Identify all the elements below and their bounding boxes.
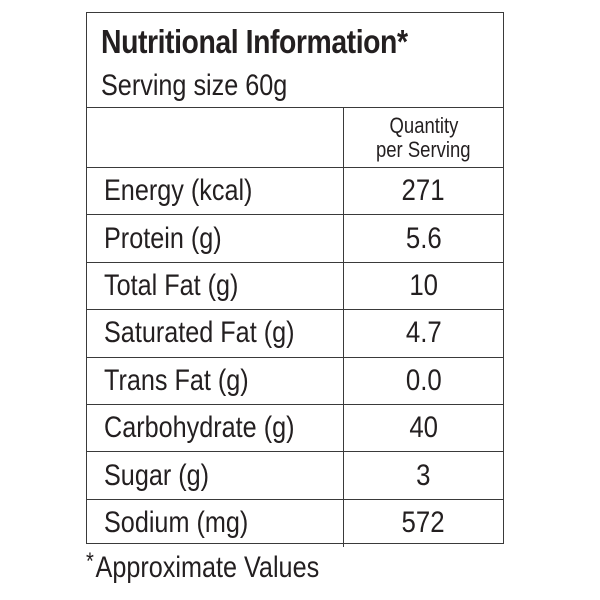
nutrient-value: 10: [409, 268, 438, 302]
nutrient-value-cell: 40: [343, 404, 503, 452]
nutrient-value: 0.0: [405, 363, 442, 397]
column-header-line-2: per Serving: [376, 136, 471, 162]
footnote-asterisk: *: [86, 548, 94, 575]
nutrient-value-cell: 10: [343, 262, 503, 310]
nutrient-value-cell: 3: [343, 452, 503, 499]
nutrient-value-cell: 4.7: [343, 310, 503, 357]
nutrient-label: Carbohydrate (g): [104, 411, 295, 445]
nutrient-label: Trans Fat (g): [104, 363, 249, 397]
nutrient-label: Total Fat (g): [104, 268, 239, 302]
nutrient-table: Energy (kcal) 271 Protein (g) 5.6 Total …: [87, 168, 503, 548]
column-header-line-1: Quantity: [389, 112, 458, 138]
footnote: *Approximate Values: [86, 548, 319, 585]
nutrient-row-carbohydrate: Carbohydrate (g) 40: [87, 404, 503, 453]
nutrient-label: Saturated Fat (g): [104, 316, 295, 350]
nutrient-value-cell: 0.0: [343, 357, 503, 404]
nutrient-row-energy: Energy (kcal) 271: [87, 168, 503, 216]
nutrient-value: 5.6: [405, 221, 442, 255]
column-header-row: Quantity per Serving: [87, 108, 503, 168]
nutrient-value: 4.7: [405, 316, 442, 350]
nutrient-row-sodium: Sodium (mg) 572: [87, 499, 503, 548]
nutrient-label: Energy (kcal): [104, 174, 253, 208]
nutrient-value-cell: 572: [343, 499, 503, 548]
footnote-text: Approximate Values: [95, 551, 320, 584]
panel-title: Nutritional Information*: [101, 23, 408, 60]
nutrient-value-cell: 5.6: [343, 215, 503, 262]
nutrient-row-total-fat: Total Fat (g) 10: [87, 262, 503, 311]
nutrient-row-trans-fat: Trans Fat (g) 0.0: [87, 357, 503, 405]
serving-size: Serving size 60g: [101, 69, 288, 102]
nutrient-value-cell: 271: [343, 168, 503, 215]
nutrition-facts-panel: Nutritional Information* Serving size 60…: [86, 12, 504, 548]
nutrient-label: Sodium (mg): [104, 506, 249, 540]
panel-header: Nutritional Information* Serving size 60…: [87, 13, 503, 108]
quantity-column-header: Quantity per Serving: [343, 108, 503, 167]
nutrient-row-protein: Protein (g) 5.6: [87, 215, 503, 263]
nutrient-label: Protein (g): [104, 221, 222, 255]
nutrient-value: 40: [409, 411, 438, 445]
nutrient-row-saturated-fat: Saturated Fat (g) 4.7: [87, 310, 503, 358]
nutrient-row-sugar: Sugar (g) 3: [87, 452, 503, 500]
nutrient-value: 3: [416, 458, 431, 492]
nutrient-label: Sugar (g): [104, 458, 210, 492]
nutrient-value: 271: [401, 174, 446, 208]
nutrient-value: 572: [401, 506, 446, 540]
